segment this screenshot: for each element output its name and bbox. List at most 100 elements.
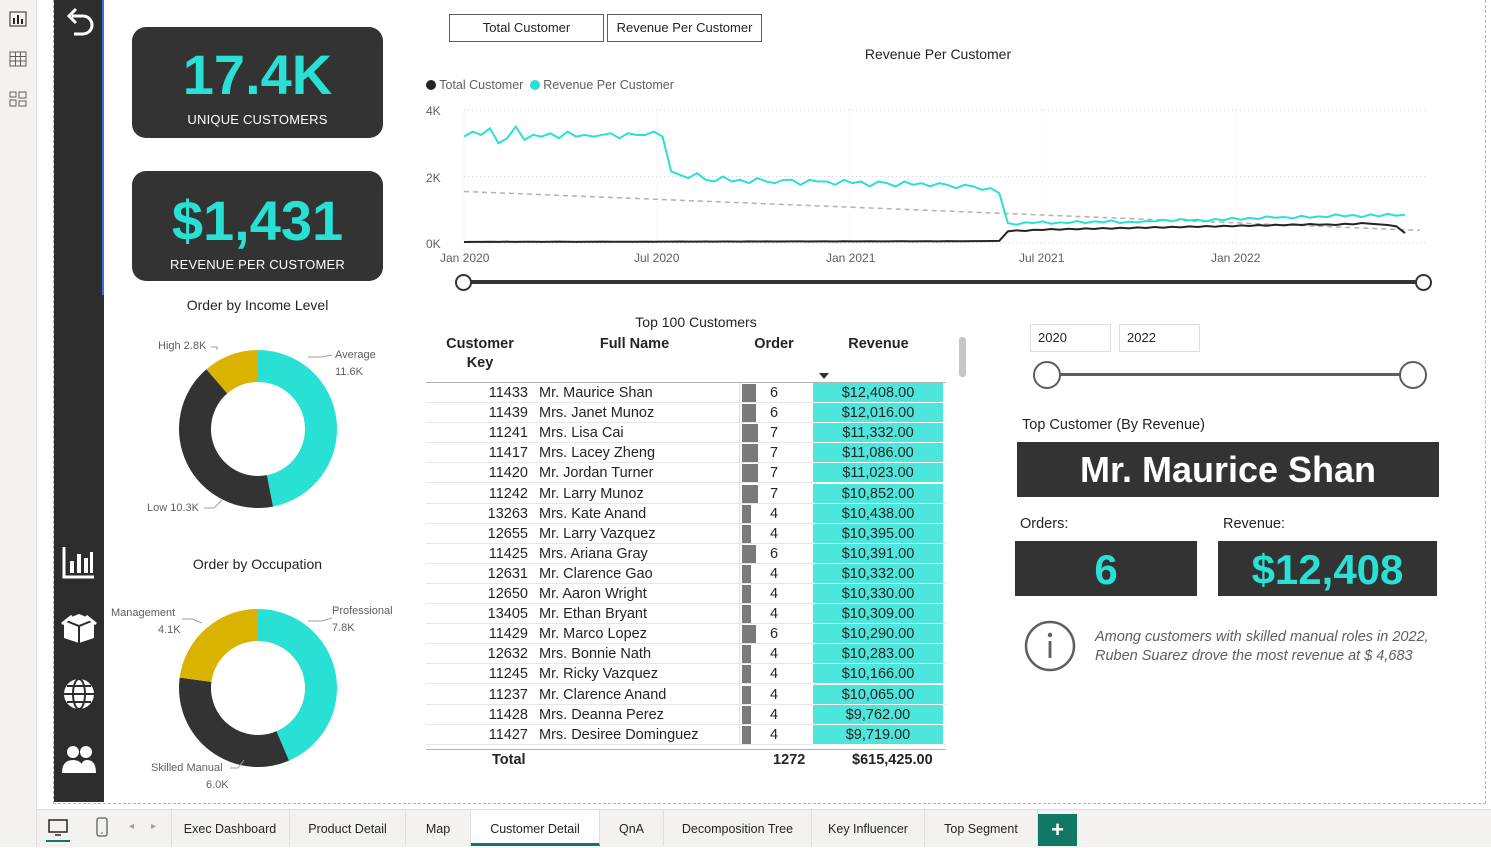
- table-row[interactable]: 11245 Mr. Ricky Vazquez 4 $10,166.00: [426, 664, 946, 685]
- income-slice-average[interactable]: [258, 350, 337, 507]
- x-tick-jul-2021: Jul 2021: [1019, 251, 1065, 265]
- table-row[interactable]: 11427 Mrs. Desiree Dominguez 4 $9,719.00: [426, 724, 946, 745]
- tab-qna[interactable]: QnA: [600, 810, 664, 846]
- cell-customer-key: 11433: [488, 385, 528, 401]
- header-revenue[interactable]: Revenue: [848, 336, 909, 352]
- chart-range-track[interactable]: [463, 280, 1424, 284]
- table-scrollbar[interactable]: [959, 337, 966, 377]
- bar-chart-icon[interactable]: [61, 544, 97, 580]
- top-customer-name: Mr. Maurice Shan: [1079, 449, 1377, 490]
- cell-revenue: $9,719.00: [813, 724, 943, 745]
- top-customer-revenue: $12,408: [1251, 546, 1404, 593]
- globe-icon[interactable]: [61, 676, 97, 712]
- series-line-total-customer[interactable]: [463, 222, 1406, 244]
- table-row[interactable]: 11417 Mrs. Lacey Zheng 7 $11,086.00: [426, 443, 946, 464]
- cell-customer-key: 11237: [488, 686, 528, 703]
- occupation-donut-chart[interactable]: [140, 590, 400, 790]
- cell-order-databar: [742, 544, 756, 563]
- chart-range-start-handle[interactable]: [455, 274, 472, 291]
- tab-top-segment[interactable]: Top Segment: [925, 810, 1038, 846]
- cell-order: 4: [770, 726, 779, 743]
- cell-full-name: Mrs. Bonnie Nath: [539, 646, 652, 663]
- cell-order-databar: [742, 665, 751, 684]
- add-page-button[interactable]: +: [1038, 814, 1077, 846]
- people-icon[interactable]: [60, 743, 98, 777]
- table-row[interactable]: 12655 Mr. Larry Vazquez 4 $10,395.00: [426, 523, 946, 544]
- tab-map[interactable]: Map: [406, 810, 471, 846]
- table-row[interactable]: 13263 Mrs. Kate Anand 4 $10,438.00: [426, 503, 946, 524]
- table-row[interactable]: 11429 Mr. Marco Lopez 6 $10,290.00: [426, 624, 946, 645]
- legend-total-customer[interactable]: Total Customer: [439, 78, 524, 92]
- phone-layout-icon[interactable]: [96, 817, 108, 837]
- cell-order: 4: [770, 525, 779, 542]
- tab-scroll-left-icon[interactable]: ◂: [129, 821, 135, 832]
- income-donut-chart[interactable]: [140, 330, 400, 530]
- cell-order: 6: [770, 626, 779, 643]
- table-row[interactable]: 11433 Mr. Maurice Shan 6 $12,408.00: [426, 383, 946, 403]
- top-customer-title: Top Customer (By Revenue): [1022, 417, 1205, 433]
- cell-customer-key: 11245: [488, 666, 528, 683]
- box-icon[interactable]: [60, 610, 98, 644]
- report-view-icon[interactable]: [9, 11, 27, 27]
- orders-label: Orders:: [1020, 516, 1069, 532]
- income-slice-high[interactable]: [206, 350, 258, 394]
- header-customer-key[interactable]: Customer Key: [440, 335, 520, 373]
- legend-revenue-per-customer[interactable]: Revenue Per Customer: [543, 78, 674, 92]
- cell-customer-key: 12655: [487, 525, 528, 542]
- cell-order-databar: [742, 625, 756, 644]
- back-arrow-icon[interactable]: [62, 4, 96, 40]
- date-slider-track[interactable]: [1047, 373, 1414, 376]
- table-row[interactable]: 12631 Mr. Clarence Gao 4 $10,332.00: [426, 563, 946, 584]
- cell-order-databar: [742, 384, 756, 402]
- total-customer-button[interactable]: Total Customer: [449, 14, 604, 42]
- table-view-icon[interactable]: [9, 51, 27, 67]
- table-row[interactable]: 11439 Mrs. Janet Munoz 6 $12,016.00: [426, 403, 946, 424]
- revenue-line-chart[interactable]: [420, 100, 1440, 300]
- occupation-slice-skilled-manual[interactable]: [179, 677, 290, 767]
- header-order[interactable]: Order: [754, 336, 794, 352]
- info-icon: [1024, 620, 1076, 672]
- revenue-per-customer-value: $1,431: [171, 189, 344, 252]
- date-slider-start-handle[interactable]: [1033, 361, 1061, 389]
- cell-revenue: $10,391.00: [813, 543, 943, 564]
- chart-range-end-handle[interactable]: [1415, 274, 1432, 291]
- date-slider-end-handle[interactable]: [1399, 361, 1427, 389]
- table-row[interactable]: 13405 Mr. Ethan Bryant 4 $10,309.00: [426, 604, 946, 625]
- line-chart-legend: Total Customer Revenue Per Customer: [426, 78, 674, 92]
- cell-revenue: $10,332.00: [813, 563, 943, 584]
- sort-desc-icon[interactable]: [819, 373, 829, 379]
- desktop-layout-icon[interactable]: [48, 819, 68, 837]
- table-row[interactable]: 11237 Mr. Clarence Anand 4 $10,065.00: [426, 684, 946, 705]
- revenue-label: Revenue:: [1223, 516, 1286, 532]
- cell-full-name: Mrs. Deanna Perez: [539, 706, 664, 723]
- tab-product-detail[interactable]: Product Detail: [290, 810, 406, 846]
- date-start-input[interactable]: 2020: [1030, 324, 1111, 352]
- table-row[interactable]: 11241 Mrs. Lisa Cai 7 $11,332.00: [426, 423, 946, 444]
- income-slice-low[interactable]: [178, 369, 273, 508]
- header-full-name[interactable]: Full Name: [599, 336, 670, 352]
- model-view-icon[interactable]: [9, 91, 27, 107]
- cell-order: 4: [770, 586, 779, 602]
- table-row[interactable]: 11242 Mr. Larry Munoz 7 $10,852.00: [426, 483, 946, 504]
- occupation-management-label: Management: [111, 607, 176, 619]
- cell-order: 6: [770, 405, 779, 422]
- table-row[interactable]: 11428 Mrs. Deanna Perez 4 $9,762.00: [426, 704, 946, 725]
- tab-decomposition-tree[interactable]: Decomposition Tree: [664, 810, 812, 846]
- cell-customer-key: 13405: [487, 606, 528, 623]
- occupation-slice-professional[interactable]: [258, 609, 337, 761]
- table-row[interactable]: 11425 Mrs. Ariana Gray 6 $10,391.00: [426, 543, 946, 564]
- cell-revenue: $12,408.00: [813, 383, 943, 403]
- tab-scroll-right-icon[interactable]: ▸: [151, 821, 157, 832]
- revenue-per-customer-button[interactable]: Revenue Per Customer: [607, 14, 762, 42]
- cell-order-databar: [742, 705, 751, 724]
- table-row[interactable]: 12650 Mr. Aaron Wright 4 $10,330.00: [426, 584, 946, 604]
- table-row[interactable]: 12632 Mrs. Bonnie Nath 4 $10,283.00: [426, 644, 946, 665]
- tab-key-influencer[interactable]: Key Influencer: [812, 810, 925, 846]
- series-line-revenue-per-customer[interactable]: [463, 124, 1406, 226]
- tab-exec-dashboard[interactable]: Exec Dashboard: [171, 810, 290, 846]
- occupation-slice-management[interactable]: [179, 609, 258, 682]
- date-end-input[interactable]: 2022: [1119, 324, 1200, 352]
- line-chart-title: Revenue Per Customer: [864, 46, 1012, 62]
- table-row[interactable]: 11420 Mr. Jordan Turner 7 $11,023.00: [426, 463, 946, 484]
- tab-customer-detail[interactable]: Customer Detail: [471, 810, 600, 846]
